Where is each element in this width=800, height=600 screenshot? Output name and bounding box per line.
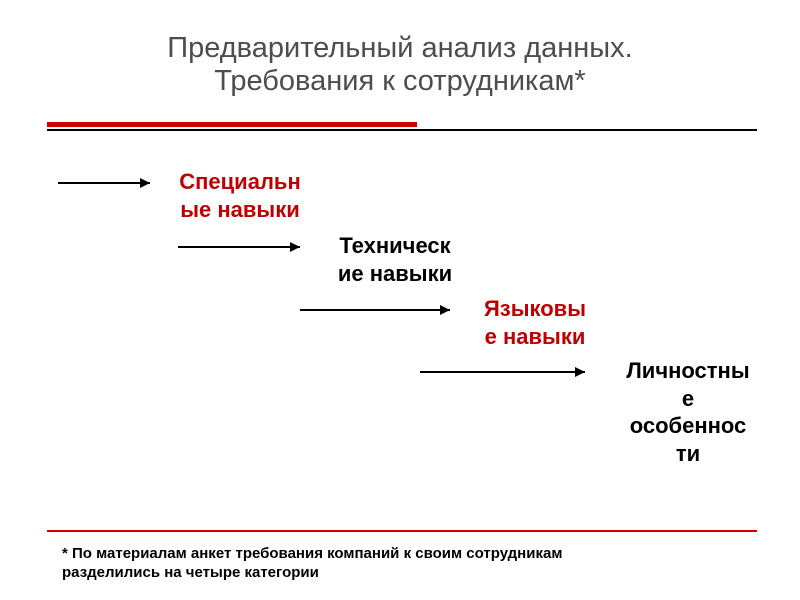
title-line-1: Предварительный анализ данных. xyxy=(0,32,800,65)
category-label-line: ти xyxy=(598,440,778,468)
arrow-icon xyxy=(56,175,164,191)
footer-red-line xyxy=(47,530,757,532)
slide-title: Предварительный анализ данных. Требовани… xyxy=(0,32,800,98)
category-label-line: ие навыки xyxy=(315,260,475,288)
category-label-line: е xyxy=(598,385,778,413)
slide: Предварительный анализ данных. Требовани… xyxy=(0,0,800,600)
footnote-line-2: разделились на четыре категории xyxy=(62,564,742,583)
arrow-icon xyxy=(418,364,599,380)
category-label-line: Языковы xyxy=(460,295,610,323)
category-label-line: особеннос xyxy=(598,412,778,440)
category-label: Технические навыки xyxy=(315,232,475,287)
title-line-2: Требования к сотрудникам* xyxy=(0,65,800,98)
category-label-line: Техническ xyxy=(315,232,475,260)
category-label-line: е навыки xyxy=(460,323,610,351)
arrow-icon xyxy=(298,302,464,318)
category-label-line: ые навыки xyxy=(160,196,320,224)
arrow-icon xyxy=(176,239,314,255)
category-label: Личностныеособенности xyxy=(598,357,778,467)
category-label: Специальные навыки xyxy=(160,168,320,223)
category-label-line: Личностны xyxy=(598,357,778,385)
divider-thin xyxy=(47,129,757,131)
footnote-line-1: * По материалам анкет требования компани… xyxy=(62,545,742,564)
category-label: Языковые навыки xyxy=(460,295,610,350)
footnote: * По материалам анкет требования компани… xyxy=(62,545,742,583)
divider-thick xyxy=(47,122,417,127)
category-label-line: Специальн xyxy=(160,168,320,196)
